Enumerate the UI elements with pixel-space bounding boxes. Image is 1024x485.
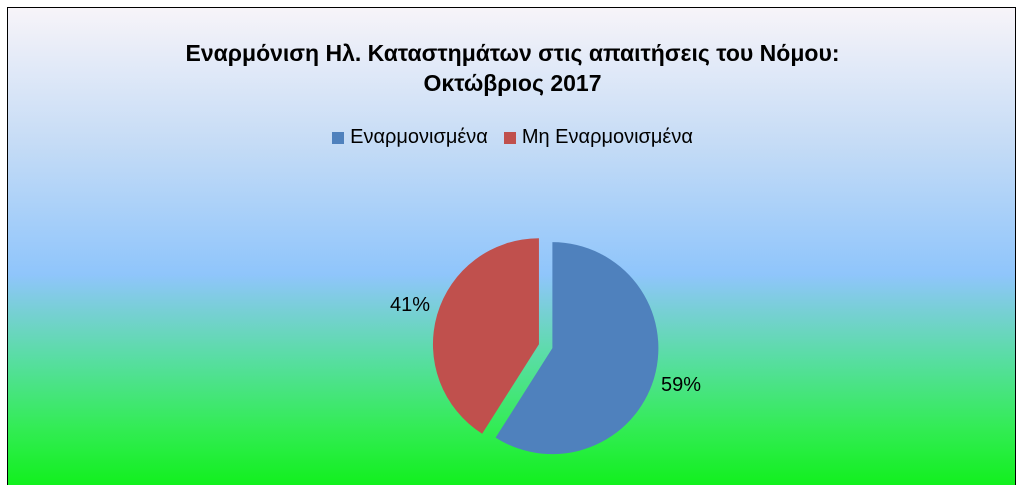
- data-label-harmonized: 59%: [661, 374, 701, 396]
- data-label-not-harmonized: 41%: [390, 294, 430, 316]
- legend-swatch-not-harmonized: [503, 131, 516, 144]
- pie-slice-harmonized: [495, 242, 659, 455]
- pie-slice-not-harmonized: [432, 238, 539, 434]
- legend-swatch-harmonized: [332, 131, 345, 144]
- legend-label-not-harmonized: Μη Εναρμονισμένα: [521, 126, 693, 148]
- legend: Εναρμονισμένα Μη Εναρμονισμένα: [8, 126, 1015, 149]
- legend-item-harmonized: Εναρμονισμένα: [332, 126, 488, 149]
- pie-chart: 59% 41%: [390, 238, 701, 455]
- legend-item-not-harmonized: Μη Εναρμονισμένα: [503, 126, 693, 149]
- chart-title-line1: Εναρμόνιση Ηλ. Καταστημάτων στις απαιτήσ…: [185, 40, 840, 66]
- chart-area: Εναρμόνιση Ηλ. Καταστημάτων στις απαιτήσ…: [7, 7, 1016, 485]
- legend-label-harmonized: Εναρμονισμένα: [350, 126, 488, 148]
- chart-title: Εναρμόνιση Ηλ. Καταστημάτων στις απαιτήσ…: [8, 38, 1015, 98]
- chart-title-line2: Οκτώβριος 2017: [423, 70, 602, 96]
